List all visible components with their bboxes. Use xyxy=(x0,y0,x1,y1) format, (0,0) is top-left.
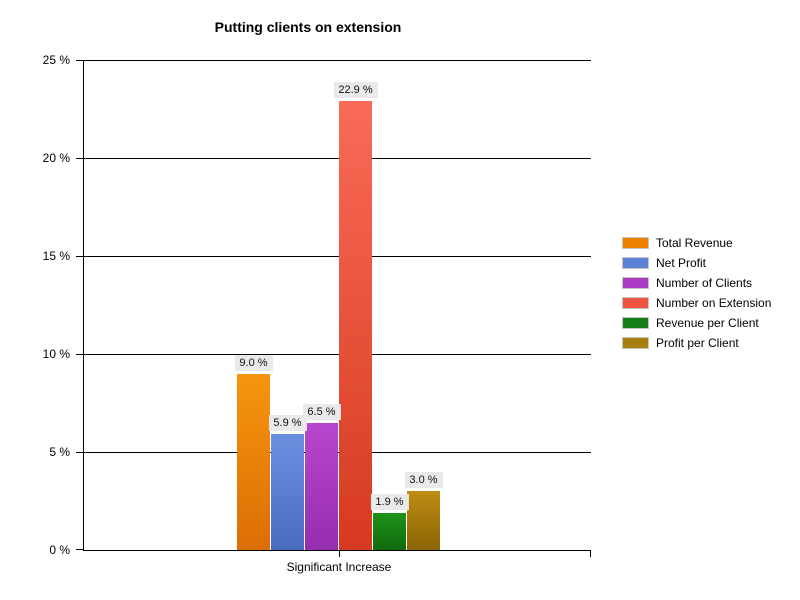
legend-label: Total Revenue xyxy=(656,236,733,250)
legend-label: Number of Clients xyxy=(656,276,753,290)
legend-swatch xyxy=(622,277,649,289)
bar-value-label: 5.9 % xyxy=(268,415,307,431)
x-axis-tick xyxy=(590,550,591,557)
gridline xyxy=(84,354,591,355)
legend-item: Revenue per Client xyxy=(622,316,771,330)
bar-value-label: 3.0 % xyxy=(404,472,443,488)
bar-net-profit xyxy=(271,434,304,550)
y-axis-tick xyxy=(76,354,84,355)
bar-value-label: 1.9 % xyxy=(370,494,409,510)
y-tick-label: 25 % xyxy=(42,53,70,67)
legend-label: Number on Extension xyxy=(656,296,772,310)
legend-item: Profit per Client xyxy=(622,336,771,350)
legend-item: Number on Extension xyxy=(622,296,772,310)
chart-title: Putting clients on extension xyxy=(214,19,402,35)
legend-item: Net Profit xyxy=(622,256,771,270)
y-axis-tick xyxy=(76,549,84,550)
bar-value-label: 6.5 % xyxy=(302,404,341,420)
legend-item: Total Revenue xyxy=(622,236,771,250)
bar-number-on-extension xyxy=(339,101,372,550)
y-axis-tick xyxy=(76,452,84,453)
y-tick-label: 20 % xyxy=(42,151,70,165)
y-tick-label: 10 % xyxy=(42,347,70,361)
legend-swatch xyxy=(622,297,649,309)
plot-area: 0 % 5 % 10 % 15 % 20 % 25 % 9.0 % 5.9 % 6.5 % 22.… xyxy=(43,53,591,574)
legend-item: Number of Clients xyxy=(622,276,771,290)
legend-label: Profit per Client xyxy=(656,336,739,350)
gridline xyxy=(84,60,591,61)
legend-swatch xyxy=(622,257,649,269)
legend-swatch xyxy=(622,337,649,349)
legend-swatch xyxy=(622,237,649,249)
bar-value-label: 9.0 % xyxy=(234,355,273,371)
legend-label: Revenue per Client xyxy=(656,316,759,330)
bar-revenue-per-client xyxy=(373,513,406,550)
gridline xyxy=(84,158,591,159)
gridline xyxy=(84,256,591,257)
bar-number-of-clients xyxy=(305,423,338,550)
bar-value-label: 22.9 % xyxy=(333,82,378,98)
legend: Total Revenue Net Profit Number of Clients… xyxy=(622,236,772,357)
bar-profit-per-client xyxy=(407,491,440,550)
y-axis-tick xyxy=(76,60,84,61)
x-category-label: Significant Increase xyxy=(286,560,392,574)
bar-total-revenue xyxy=(237,374,270,550)
y-tick-label: 15 % xyxy=(42,249,70,263)
legend-swatch xyxy=(622,317,649,329)
y-axis-tick xyxy=(76,158,84,159)
y-tick-label: 0 % xyxy=(49,543,70,557)
x-axis-tick xyxy=(339,550,340,557)
y-tick-label: 5 % xyxy=(49,445,70,459)
legend-label: Net Profit xyxy=(656,256,707,270)
y-axis-tick xyxy=(76,256,84,257)
